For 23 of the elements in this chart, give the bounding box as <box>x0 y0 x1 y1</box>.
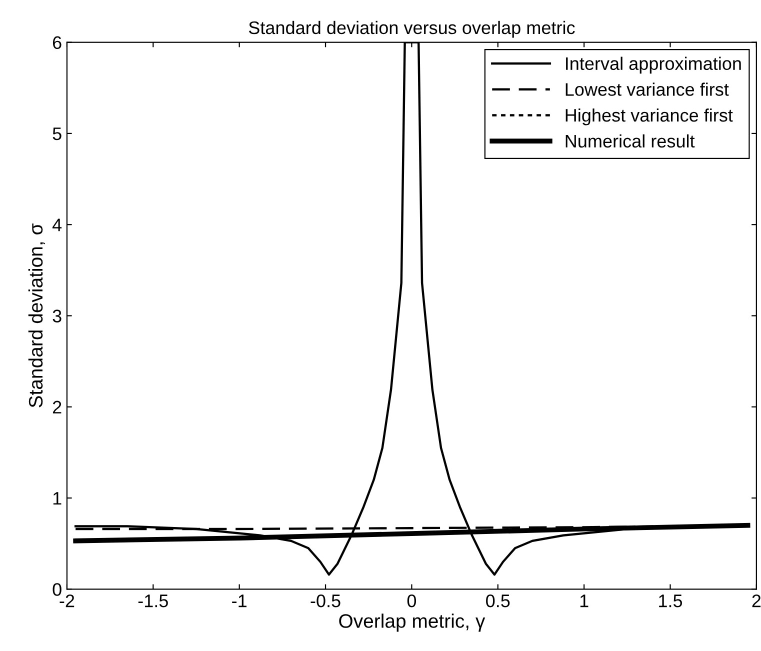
y-tick-label: 0 <box>52 583 62 596</box>
y-tick-label: 5 <box>52 128 62 140</box>
x-tick-label: 1 <box>580 594 588 608</box>
y-tick-label: 4 <box>52 218 62 232</box>
x-tick-label: -1.5 <box>138 594 168 608</box>
legend-label: Lowest variance first <box>566 82 729 96</box>
y-tick-label: 6 <box>52 36 62 50</box>
x-tick-label: -1 <box>232 594 246 608</box>
x-axis-title: Overlap metric, γ <box>339 614 486 632</box>
x-tick-label: -0.5 <box>310 594 340 608</box>
chart-title: Standard deviation versus overlap metric <box>248 20 575 38</box>
x-tick-label: -2 <box>60 594 74 608</box>
y-tick-label: 2 <box>52 400 62 414</box>
y-tick-label: 1 <box>53 492 62 505</box>
legend-label: Highest variance first <box>566 108 733 126</box>
y-axis-title: Standard deviation, σ <box>28 224 45 408</box>
legend-label: Numerical result <box>566 134 695 148</box>
x-tick-label: 2 <box>752 594 761 608</box>
y-tick-label: 3 <box>52 310 62 322</box>
x-tick-label: 1.5 <box>659 594 682 608</box>
x-tick-label: 0 <box>407 594 416 608</box>
x-tick-label: 0.5 <box>486 594 510 608</box>
legend-label: Interval approximation <box>566 56 741 74</box>
